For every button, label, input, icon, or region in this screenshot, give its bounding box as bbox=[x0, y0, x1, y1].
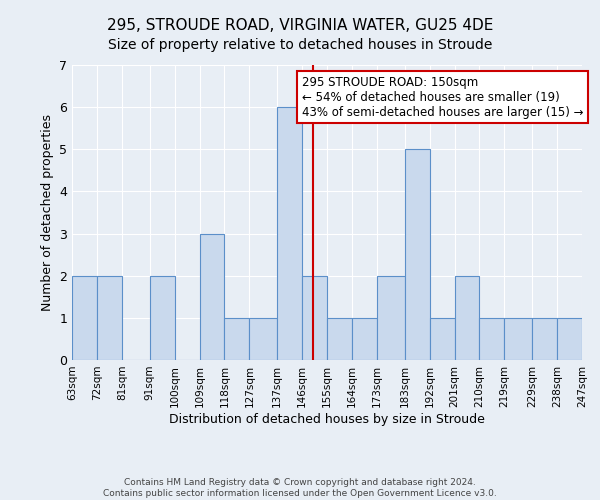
Text: Size of property relative to detached houses in Stroude: Size of property relative to detached ho… bbox=[108, 38, 492, 52]
Bar bbox=[352, 318, 377, 360]
Bar bbox=[250, 318, 277, 360]
Bar bbox=[277, 107, 302, 360]
Bar bbox=[72, 276, 97, 360]
Bar bbox=[200, 234, 224, 360]
Text: 295, STROUDE ROAD, VIRGINIA WATER, GU25 4DE: 295, STROUDE ROAD, VIRGINIA WATER, GU25 … bbox=[107, 18, 493, 32]
Bar bbox=[149, 276, 175, 360]
Bar bbox=[327, 318, 352, 360]
Bar bbox=[532, 318, 557, 360]
Bar bbox=[404, 150, 430, 360]
Bar bbox=[224, 318, 250, 360]
Bar bbox=[455, 276, 479, 360]
Bar bbox=[430, 318, 455, 360]
Y-axis label: Number of detached properties: Number of detached properties bbox=[41, 114, 53, 311]
Bar bbox=[557, 318, 582, 360]
Bar bbox=[479, 318, 505, 360]
Bar bbox=[97, 276, 122, 360]
Text: 295 STROUDE ROAD: 150sqm
← 54% of detached houses are smaller (19)
43% of semi-d: 295 STROUDE ROAD: 150sqm ← 54% of detach… bbox=[302, 76, 584, 118]
Bar bbox=[377, 276, 404, 360]
Bar bbox=[302, 276, 327, 360]
Bar bbox=[505, 318, 532, 360]
Text: Contains HM Land Registry data © Crown copyright and database right 2024.
Contai: Contains HM Land Registry data © Crown c… bbox=[103, 478, 497, 498]
X-axis label: Distribution of detached houses by size in Stroude: Distribution of detached houses by size … bbox=[169, 412, 485, 426]
